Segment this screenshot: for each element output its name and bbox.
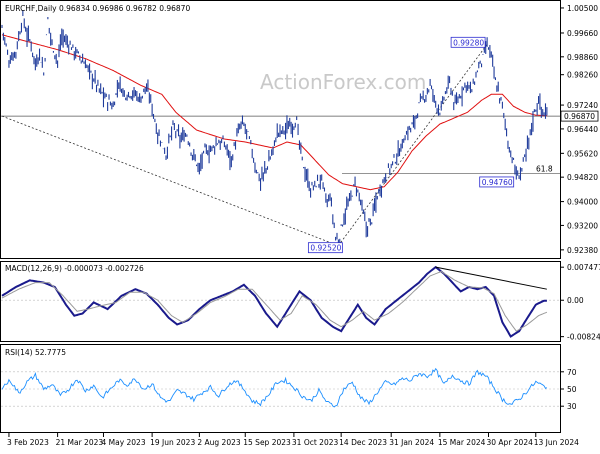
rsi-y-tick-label: 50 [567,385,577,394]
watermark: ActionForex.com [260,70,426,94]
macd-panel-title: MACD(12,26,9) -0.000073 -0.002726 [5,264,144,273]
rsi-panel-title: RSI(14) 52.7775 [5,348,66,357]
macd-y-tick-label: -0.00824 [567,333,600,342]
price-panel: 1.00500 0.98260 0.99660 0.98860 0.97240 0.964… [1,4,599,255]
x-tick-label: 3 Feb 2023 [7,438,49,447]
price-y-tick-label: 0.93200 [567,221,598,230]
macd-panel-frame [0,261,561,342]
x-tick-label: 4 May 2023 [101,438,145,447]
x-tick-label: 15 Sep 2023 [243,438,291,447]
fib-label: 61.8 [536,164,553,173]
macd-macd-line [1,265,547,338]
rsi-y-tick-label: 30 [567,402,577,411]
x-tick-label: 31 Jan 2024 [389,438,434,447]
x-tick-label: 21 Mar 2023 [56,438,104,447]
price-y-tick-label: 0.92380 [567,246,598,255]
x-tick-label: 15 Mar 2024 [438,438,486,447]
price-y-tick-label: 0.98260 [567,71,598,80]
x-tick-label: 19 Jun 2023 [150,438,195,447]
rsi-line [1,367,548,408]
swing-label-box [479,176,515,188]
price-panel-title: EURCHF,Daily 0.96834 0.96986 0.96782 0.9… [5,4,190,13]
rsi-panel-frame [0,344,561,433]
rsi-panel: 70 50 30 [1,368,577,411]
swing-label-1: 0.94760 [482,178,513,187]
x-tick-label: 30 Apr 2024 [487,438,534,447]
x-tick-label: 13 Jun 2024 [534,438,579,447]
x-tick-label: 2 Aug 2023 [197,438,240,447]
x-tick-label: 14 Dec 2023 [339,438,387,447]
price-y-tick-label: 0.99660 [567,29,598,38]
price-y-tick-label: 1.00500 [567,4,598,13]
price-y-tick-label: 0.94000 [567,198,598,207]
price-y-tick-label: 0.94820 [567,173,598,182]
price-panel-frame [0,0,561,259]
price-y-tick-label: 0.95620 [567,149,598,158]
last-price-badge [560,110,599,122]
moving-average-line [1,34,547,191]
trendline-0 [1,115,339,247]
swing-label-box [450,36,486,48]
last-price-label: 0.96870 [564,112,595,121]
x-tick-label: 31 Oct 2023 [292,438,339,447]
rsi-y-tick-label: 70 [567,368,577,377]
macd-y-tick-label: 0.007477 [567,263,600,272]
price-y-tick-label: 0.98860 [567,53,598,62]
macd-signal-line [1,270,548,332]
macd-trendline [435,266,547,290]
price-y-tick-label: 0.96440 [567,125,598,134]
swing-label-0: 0.99280 [453,38,484,47]
swing-label-2: 0.92520 [310,244,341,253]
ohlc-bars [1,9,548,246]
swing-label-box [307,242,343,254]
macd-y-tick-label: 0.00 [567,296,584,305]
price-y-tick-label: 0.97240 [567,101,598,110]
macd-panel: 0.007477 0.00 -0.00824 [1,263,600,342]
